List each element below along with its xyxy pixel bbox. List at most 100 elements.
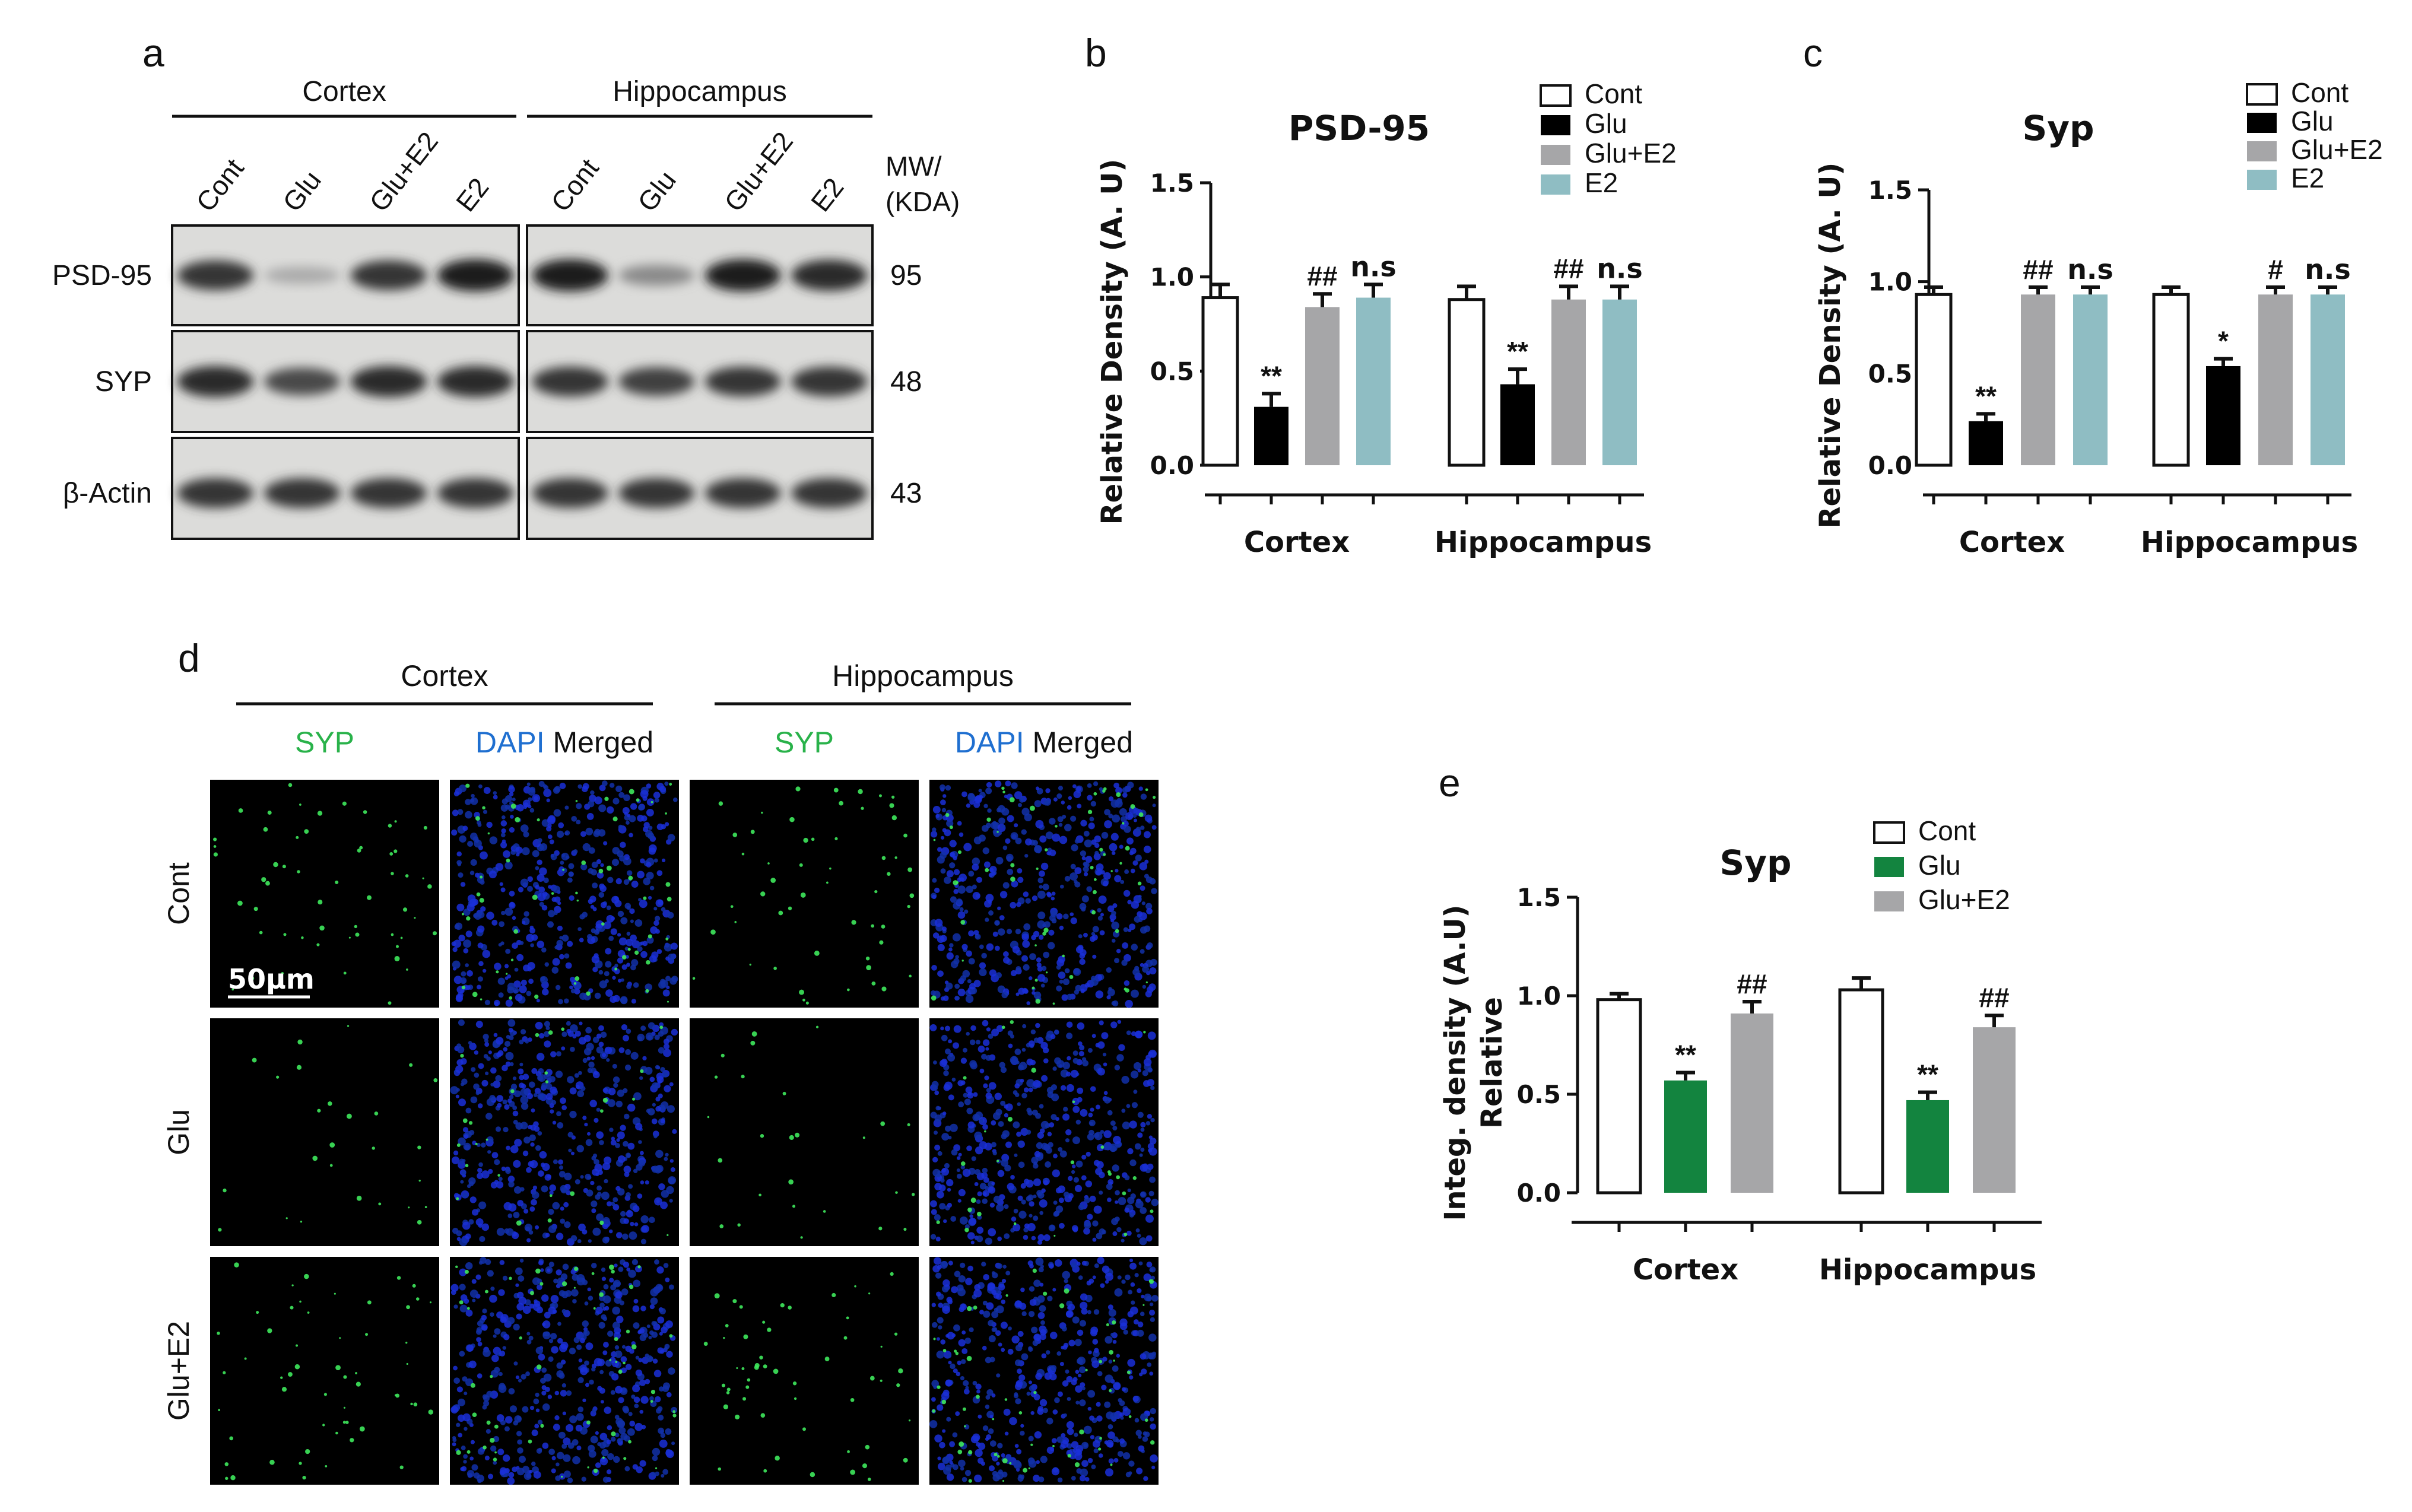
syp-puncta — [788, 906, 792, 910]
dapi-nucleus — [561, 1046, 566, 1051]
dapi-nucleus — [1096, 1415, 1103, 1422]
dapi-nucleus — [1011, 782, 1018, 789]
syp-puncta — [851, 920, 856, 925]
panel-d-letter: d — [178, 636, 200, 680]
dapi-nucleus — [615, 1186, 621, 1192]
dapi-nucleus — [997, 906, 1001, 910]
dapi-nucleus — [1074, 1432, 1078, 1437]
dapi-nucleus — [983, 1192, 987, 1196]
syp-puncta — [723, 1404, 728, 1409]
dapi-nucleus — [1121, 1075, 1129, 1084]
dapi-nucleus — [1037, 1311, 1045, 1319]
dapi-nucleus — [1102, 1357, 1107, 1362]
dapi-nucleus — [500, 820, 507, 827]
dapi-nucleus — [941, 1392, 950, 1400]
syp-puncta — [1113, 1359, 1115, 1362]
syp-puncta — [417, 1219, 422, 1225]
dapi-nucleus — [477, 1341, 483, 1346]
dapi-nucleus — [501, 815, 506, 819]
syp-puncta — [510, 1089, 515, 1094]
dapi-nucleus — [1149, 878, 1156, 885]
row-label: Glu — [162, 1109, 195, 1155]
dapi-nucleus — [646, 862, 652, 868]
dapi-nucleus — [1087, 1310, 1091, 1314]
dapi-nucleus — [654, 798, 659, 803]
dapi-nucleus — [1037, 890, 1046, 899]
syp-puncta — [1029, 805, 1035, 811]
dapi-nucleus — [1013, 1208, 1018, 1214]
dapi-nucleus — [1134, 1273, 1139, 1278]
syp-puncta — [961, 960, 964, 962]
dapi-nucleus — [645, 1354, 649, 1358]
dapi-nucleus — [1043, 951, 1050, 958]
dapi-nucleus — [463, 1460, 467, 1464]
dapi-nucleus — [612, 976, 616, 980]
dapi-nucleus — [462, 1127, 469, 1133]
dapi-nucleus — [1116, 1227, 1122, 1233]
dapi-nucleus — [1148, 1147, 1157, 1156]
dapi-nucleus — [1124, 1175, 1130, 1180]
dapi-nucleus — [1072, 1057, 1079, 1064]
dapi-nucleus — [561, 1383, 567, 1388]
dapi-nucleus — [1112, 903, 1118, 909]
syp-puncta — [267, 810, 272, 815]
syp-puncta — [391, 872, 394, 875]
dapi-nucleus — [1104, 820, 1112, 828]
dapi-nucleus — [620, 841, 626, 849]
syp-puncta — [317, 811, 323, 816]
dapi-nucleus — [482, 1405, 487, 1410]
legend-label: Glu+E2 — [1918, 884, 2010, 915]
blot-band — [791, 259, 868, 291]
dapi-nucleus — [656, 783, 664, 790]
dapi-nucleus — [1011, 1335, 1020, 1343]
dapi-nucleus — [1078, 1041, 1083, 1046]
dapi-nucleus — [1132, 1395, 1139, 1402]
dapi-nucleus — [653, 792, 661, 799]
dapi-nucleus — [1075, 1400, 1080, 1405]
dapi-nucleus — [965, 1386, 969, 1390]
syp-puncta — [667, 897, 672, 902]
dapi-nucleus — [567, 1442, 575, 1449]
dapi-nucleus — [1087, 1048, 1093, 1053]
dapi-nucleus — [1010, 1175, 1015, 1180]
dapi-nucleus — [503, 1126, 509, 1133]
dapi-nucleus — [948, 947, 953, 952]
syp-puncta — [945, 812, 950, 817]
syp-puncta — [811, 837, 815, 841]
dapi-nucleus — [535, 1145, 541, 1151]
dapi-nucleus — [549, 839, 554, 844]
dapi-nucleus — [951, 1286, 959, 1294]
dapi-nucleus — [630, 1222, 634, 1227]
dapi-nucleus — [582, 1116, 587, 1120]
syp-puncta — [575, 891, 578, 895]
dapi-nucleus — [646, 872, 654, 880]
dapi-nucleus — [645, 1378, 650, 1384]
dapi-nucleus — [483, 1054, 488, 1059]
dapi-nucleus — [513, 1361, 518, 1366]
syp-puncta — [428, 1409, 434, 1415]
syp-puncta — [299, 803, 302, 806]
syp-puncta — [669, 783, 672, 786]
dapi-nucleus — [1090, 1329, 1097, 1337]
blot-band — [437, 366, 514, 398]
blot-band — [532, 366, 608, 397]
dapi-nucleus — [995, 945, 1000, 951]
dapi-nucleus — [616, 1138, 620, 1142]
dapi-nucleus — [1123, 1329, 1128, 1335]
dapi-nucleus — [1095, 1104, 1100, 1110]
dapi-nucleus — [972, 1433, 980, 1441]
dapi-nucleus — [1039, 870, 1045, 877]
dapi-nucleus — [1051, 918, 1057, 924]
dapi-nucleus — [450, 1284, 459, 1292]
y-tick-label: 0.5 — [1868, 359, 1912, 388]
dapi-nucleus — [655, 1106, 661, 1112]
dapi-nucleus — [471, 1464, 478, 1471]
dapi-nucleus — [671, 1406, 678, 1413]
dapi-nucleus — [485, 1429, 491, 1434]
dapi-nucleus — [457, 809, 464, 815]
legend-label: Cont — [2291, 77, 2348, 108]
dapi-nucleus — [668, 1284, 674, 1290]
dapi-nucleus — [452, 960, 461, 969]
dapi-nucleus — [1015, 929, 1021, 935]
dapi-nucleus — [618, 1266, 624, 1272]
